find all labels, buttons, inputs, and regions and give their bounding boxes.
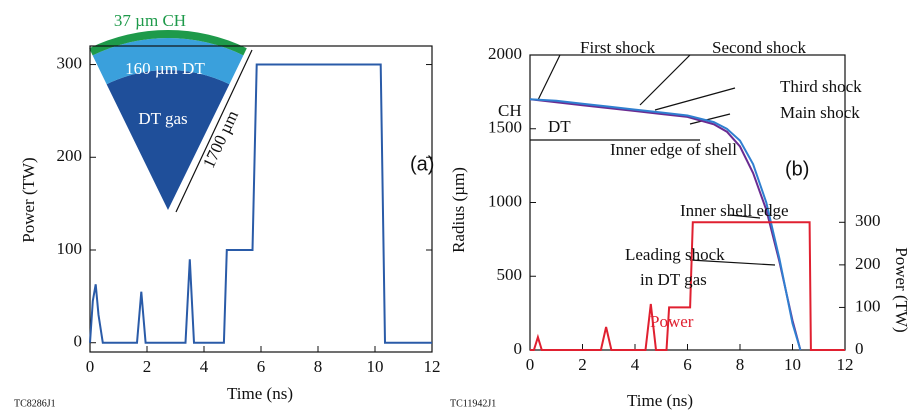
arrow	[639, 54, 691, 106]
y-tick-label: 0	[514, 339, 523, 358]
x-tick-label: 4	[631, 355, 640, 374]
ch-layer	[89, 30, 247, 56]
annotation: in DT gas	[640, 270, 707, 289]
y2-axis-label: Power (TW)	[892, 247, 911, 332]
annotation: First shock	[580, 38, 656, 57]
y-tick-label: 1000	[488, 191, 522, 210]
series-line	[530, 221, 845, 351]
x-tick-label: 12	[424, 357, 441, 376]
annotation: (a)	[410, 153, 434, 175]
y-axis-label: Radius (µm)	[449, 167, 468, 253]
x-tick-label: 12	[837, 355, 854, 374]
y-tick-label: 2000	[488, 44, 522, 63]
x-tick-label: 8	[314, 357, 323, 376]
dimension-line	[175, 49, 253, 213]
y2-tick-label: 100	[855, 296, 881, 315]
y-axis-label: Power (TW)	[19, 157, 38, 242]
annotation: Inner edge of shell	[610, 140, 737, 159]
y-tick-label: 0	[74, 332, 83, 351]
series-line	[529, 98, 802, 351]
x-tick-label: 0	[86, 357, 95, 376]
x-tick-label: 0	[526, 355, 535, 374]
x-tick-label: 6	[257, 357, 266, 376]
arrow	[537, 54, 561, 101]
x-tick-label: 2	[143, 357, 152, 376]
y-tick-label: 200	[57, 146, 83, 165]
dt-gas-region	[106, 70, 230, 210]
x-tick-label: 4	[200, 357, 209, 376]
annotation: Second shock	[712, 38, 806, 57]
y-tick-label: 300	[57, 53, 83, 72]
arrow	[689, 259, 776, 266]
inset	[89, 30, 253, 213]
annotation: CH	[498, 101, 522, 120]
y-tick-label: 500	[497, 265, 523, 284]
x-axis-label: Time (ns)	[627, 391, 693, 410]
x-tick-label: 10	[784, 355, 801, 374]
annotation: Leading shock	[625, 245, 725, 264]
dt-layer	[92, 37, 244, 85]
x-tick-label: 10	[367, 357, 384, 376]
annotation: Inner shell edge	[680, 201, 789, 220]
y2-tick-label: 200	[855, 254, 881, 273]
footnote: TC11942J1	[450, 398, 496, 409]
arrows	[530, 54, 776, 266]
annotation: 37 µm CH	[114, 11, 186, 30]
series-label: Power	[650, 312, 694, 331]
y2-tick-label: 0	[855, 339, 864, 358]
annotation: DT	[548, 117, 571, 136]
x-tick-label: 8	[736, 355, 745, 374]
y2-tick-label: 300	[855, 211, 881, 230]
series-line	[89, 63, 432, 344]
arrow	[654, 87, 736, 111]
footnote: TC8286J1	[14, 398, 56, 409]
annotation: Third shock	[780, 77, 862, 96]
annotation: Main shock	[780, 103, 860, 122]
annotation: DT gas	[138, 109, 187, 128]
y-tick-label: 100	[57, 239, 83, 258]
annotation: (b)	[785, 158, 809, 180]
y-tick-label: 1500	[488, 118, 522, 137]
x-tick-label: 2	[578, 355, 587, 374]
x-axis-label: Time (ns)	[227, 384, 293, 403]
x-tick-label: 6	[683, 355, 692, 374]
arrow	[689, 113, 731, 125]
arrow	[729, 214, 761, 219]
annotation: 160 µm DT	[125, 59, 205, 78]
series-line	[529, 98, 802, 351]
